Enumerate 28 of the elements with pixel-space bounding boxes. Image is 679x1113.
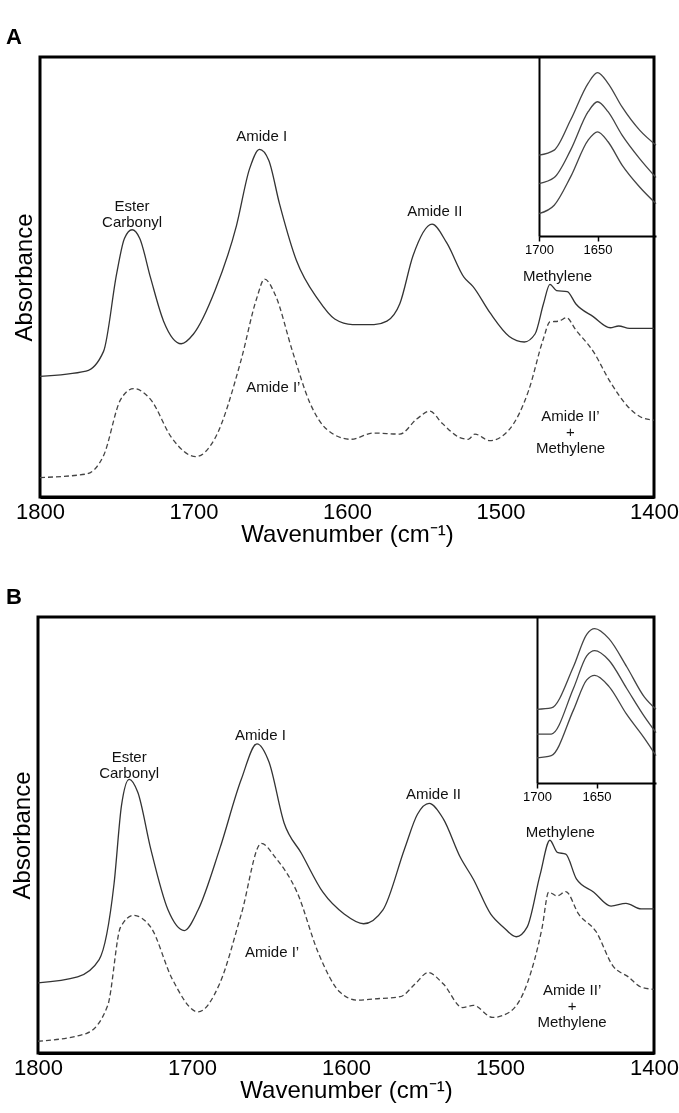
annotation: Amide II bbox=[405, 785, 461, 803]
text: Amide I bbox=[234, 726, 286, 744]
x-tick-label: 1700 bbox=[168, 1054, 217, 1080]
x-tick-label: 1800 bbox=[16, 498, 65, 524]
x-tick-label: 1500 bbox=[476, 1054, 525, 1080]
chart-title: A bbox=[6, 24, 22, 49]
text: Amide I bbox=[236, 126, 288, 144]
y-axis-title: Absorbance bbox=[9, 213, 37, 342]
x-tick-label: 1800 bbox=[14, 1054, 63, 1080]
x-tick-label: 1500 bbox=[476, 498, 526, 524]
annotation: Methylene bbox=[522, 266, 593, 284]
x-tick-label: 1650 bbox=[582, 788, 612, 804]
annotation: Ester Carbonyl bbox=[102, 197, 163, 231]
x-tick-label: 1700 bbox=[169, 498, 219, 524]
annotation: Ester Carbonyl bbox=[99, 747, 160, 781]
x-tick-label: 1700 bbox=[523, 788, 552, 804]
annotation: Amide II’ + Methylene bbox=[537, 981, 607, 1031]
annotation: Amide I’ bbox=[244, 943, 300, 961]
annotation: Amide II bbox=[407, 202, 463, 220]
x-tick-label: 1700 bbox=[525, 241, 554, 257]
y-axis-title: Absorbance bbox=[7, 771, 35, 900]
chart-title: B bbox=[6, 584, 22, 609]
x-tick-label: 1650 bbox=[583, 241, 613, 257]
x-tick-label: 1400 bbox=[630, 1054, 679, 1080]
annotation: Methylene bbox=[525, 822, 595, 840]
annotation: Amide II’ + Methylene bbox=[535, 406, 606, 456]
annotation: Amide I’ bbox=[246, 378, 301, 396]
x-tick-label: 1400 bbox=[630, 498, 679, 524]
